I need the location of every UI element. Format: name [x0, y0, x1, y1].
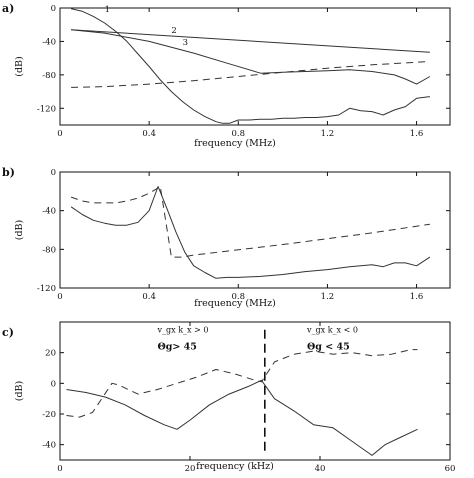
- y-tick-label: 20: [45, 349, 56, 359]
- x-tick-label: 0: [57, 464, 62, 474]
- y-axis-label: (dB): [14, 381, 25, 401]
- x-tick-label: 1.6: [410, 292, 424, 302]
- series-line-2: [71, 29, 430, 53]
- annotation: v_gx k_x < 0: [306, 326, 358, 335]
- x-tick-label: 0.4: [142, 129, 156, 139]
- y-tick-label: -20: [42, 410, 56, 420]
- x-axis-label: frequency (kHz): [196, 461, 274, 472]
- y-axis-label: (dB): [14, 56, 25, 76]
- annotation: 2: [171, 26, 176, 36]
- x-tick-label: 20: [185, 464, 196, 474]
- x-tick-label: 0.8: [232, 129, 246, 139]
- panel-label: a): [2, 2, 14, 15]
- y-tick-label: -40: [42, 37, 56, 47]
- series-line-4: [71, 61, 430, 88]
- x-axis-label: frequency (MHz): [194, 298, 276, 309]
- x-tick-label: 0.4: [142, 292, 156, 302]
- y-tick-label: -80: [42, 71, 56, 81]
- x-tick-label: 0: [57, 129, 62, 139]
- plot-frame: [59, 321, 451, 461]
- y-tick-label: -40: [42, 441, 56, 451]
- x-tick-label: 1.6: [410, 129, 424, 139]
- x-tick-label: 1.2: [321, 292, 335, 302]
- y-tick-label: 0: [51, 379, 56, 389]
- x-tick-label: 60: [445, 464, 456, 474]
- y-tick-label: -80: [42, 245, 56, 255]
- annotation: 3: [183, 38, 188, 48]
- y-tick-label: 0: [51, 4, 56, 14]
- panel-label: c): [2, 326, 14, 339]
- y-tick-label: -120: [37, 284, 56, 294]
- series-line-2: [70, 186, 430, 258]
- annotation: 1: [105, 5, 110, 15]
- x-tick-label: 0: [57, 292, 62, 302]
- x-tick-label: 0.8: [232, 292, 246, 302]
- plot-frame: [59, 7, 451, 126]
- x-tick-label: 40: [315, 464, 326, 474]
- plot-frame: [59, 171, 451, 289]
- series-line-1: [70, 186, 431, 279]
- y-tick-label: -40: [42, 207, 56, 217]
- series-line-3: [71, 29, 431, 85]
- y-axis-label: (dB): [14, 220, 25, 240]
- annotation: Θg < 45: [307, 342, 350, 353]
- panel-label: b): [2, 166, 15, 179]
- annotation: v_gx k_x > 0: [157, 326, 209, 335]
- y-tick-label: -120: [37, 104, 56, 114]
- x-axis-label: frequency (MHz): [194, 138, 276, 149]
- series-line-1: [70, 8, 430, 124]
- y-tick-label: 0: [51, 168, 56, 178]
- series-line-1: [66, 379, 418, 456]
- annotation: Θg> 45: [158, 342, 197, 353]
- x-tick-label: 1.2: [321, 129, 335, 139]
- series-line-2: [66, 349, 418, 418]
